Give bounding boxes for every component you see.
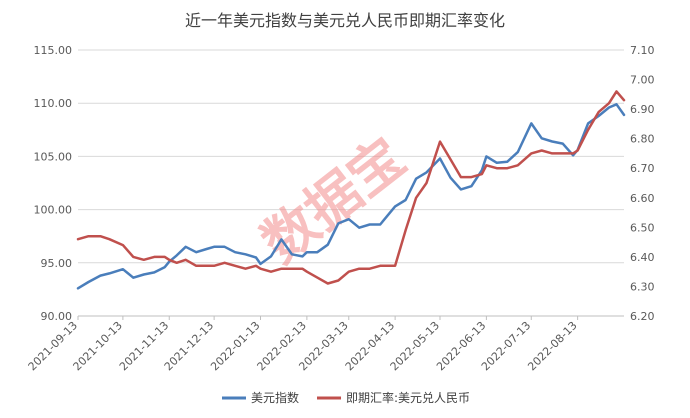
y-left-tick-label: 110.00 bbox=[34, 97, 73, 110]
legend: 美元指数 即期汇率:美元兑人民币 bbox=[222, 390, 470, 405]
legend-label-usd-index: 美元指数 bbox=[251, 390, 299, 405]
y-right-tick-label: 6.80 bbox=[630, 133, 655, 146]
y-right-tick-label: 6.60 bbox=[630, 192, 655, 205]
x-tick-label: 2022-08-13 bbox=[525, 319, 579, 373]
y-left-tick-label: 100.00 bbox=[34, 204, 73, 217]
watermark-text: 数据宝 bbox=[250, 126, 416, 275]
y-left-tick-label: 115.00 bbox=[34, 44, 73, 57]
watermark: 数据宝 bbox=[250, 126, 416, 275]
y-right-tick-label: 7.00 bbox=[630, 74, 655, 87]
y-right-tick-label: 6.70 bbox=[630, 162, 655, 175]
y-left-tick-label: 90.00 bbox=[41, 310, 73, 323]
y-right-tick-label: 6.30 bbox=[630, 280, 655, 293]
y-right-tick-label: 6.90 bbox=[630, 103, 655, 116]
y-right-tick-label: 6.40 bbox=[630, 251, 655, 264]
series-lines bbox=[76, 90, 626, 290]
y-right-tick-label: 6.20 bbox=[630, 310, 655, 323]
series-line-usdcny-spot bbox=[76, 90, 626, 285]
y-right-tick-label: 6.50 bbox=[630, 221, 655, 234]
y-left-tick-label: 105.00 bbox=[34, 150, 73, 163]
y-right-tick-label: 7.10 bbox=[630, 44, 655, 57]
chart-title: 近一年美元指数与美元兑人民币即期汇率变化 bbox=[185, 11, 505, 30]
y-left-tick-label: 95.00 bbox=[41, 257, 73, 270]
legend-label-usdcny-spot: 即期汇率:美元兑人民币 bbox=[346, 390, 470, 405]
